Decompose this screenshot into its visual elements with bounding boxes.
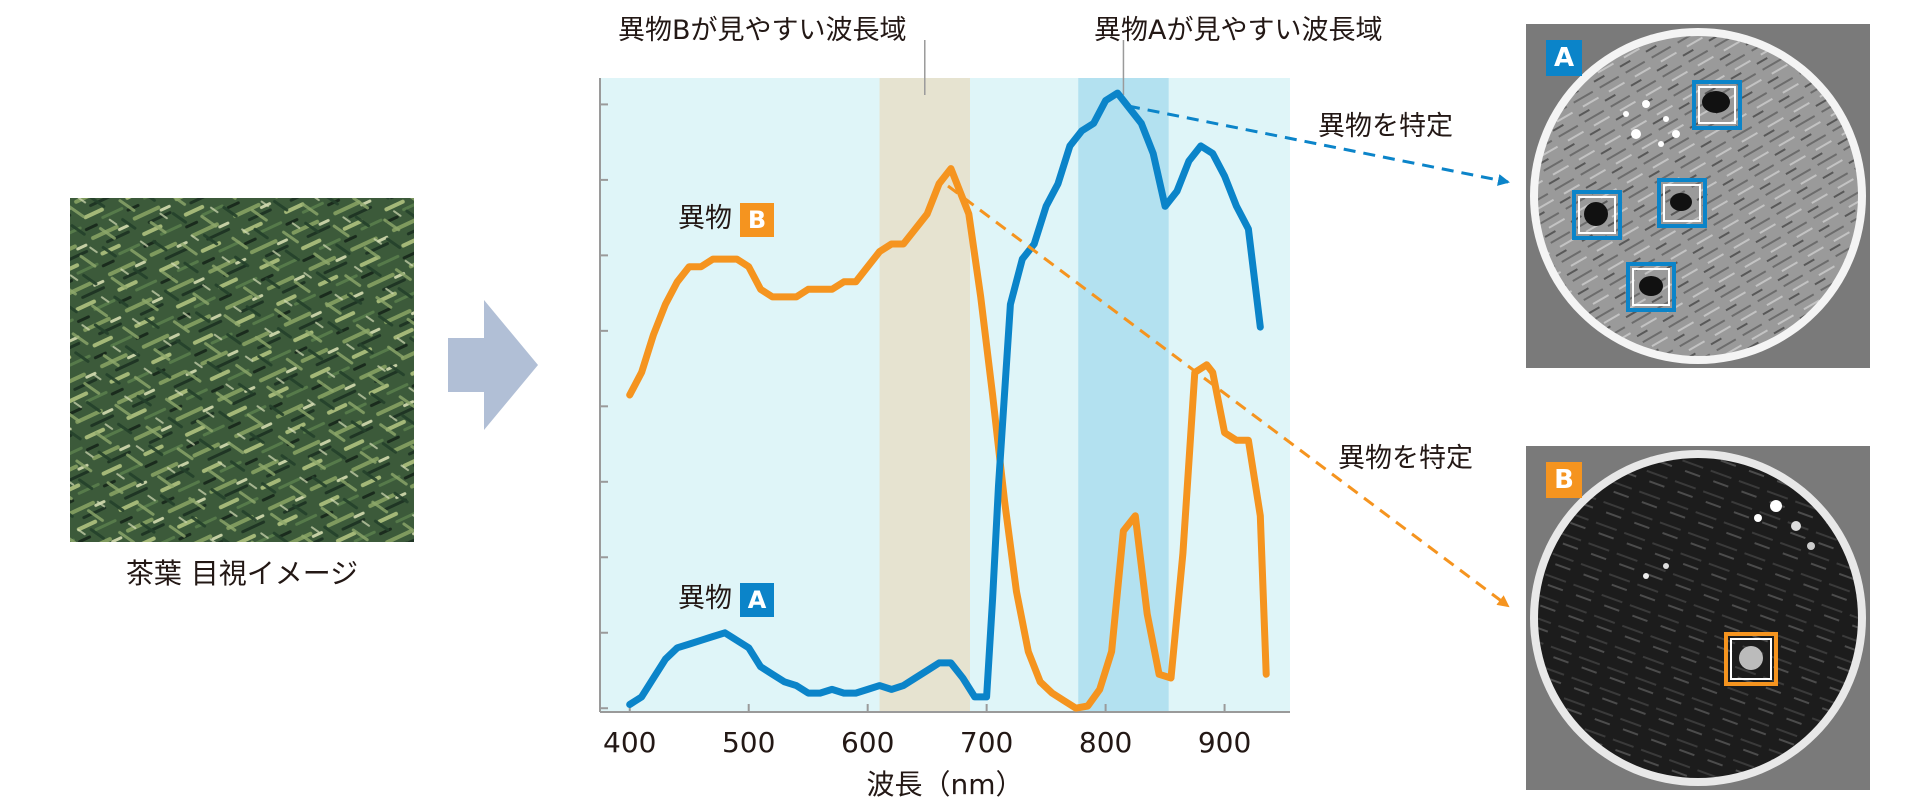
series-line-a — [626, 89, 1264, 708]
x-tick-label: 600 — [841, 726, 894, 759]
result-b-badge: B — [1546, 462, 1582, 498]
series-a-label: 異物 A — [678, 576, 774, 617]
band-a — [1078, 78, 1169, 712]
series-line-b — [626, 165, 1270, 712]
identify-a-label: 異物を特定 — [1318, 111, 1453, 142]
tea-leaf-photo — [70, 198, 414, 542]
spectrum-chart: 400 500 600 700 800 900 波長（nm） — [599, 40, 1290, 800]
x-tick-label: 500 — [722, 726, 775, 759]
photo-caption: 茶葉 目視イメージ — [125, 557, 359, 590]
tea-leaf-texture — [70, 198, 414, 542]
connector-b — [947, 184, 1510, 608]
band-a-label: 異物Aが見やすい波長域 — [1094, 15, 1383, 46]
connector-a — [1127, 104, 1510, 186]
result-a-badge: A — [1546, 40, 1582, 76]
x-tick-label: 700 — [960, 726, 1013, 759]
series-a-text: 異物 — [678, 583, 732, 614]
x-tick-label: 800 — [1079, 726, 1132, 759]
series-b-text: 異物 — [678, 203, 732, 234]
x-tick-label: 400 — [603, 726, 656, 759]
series-b-label: 異物 B — [678, 196, 774, 237]
band-b-label: 異物Bが見やすい波長域 — [618, 15, 907, 46]
right-arrow-icon — [448, 300, 538, 434]
x-tick-label: 900 — [1198, 726, 1251, 759]
x-axis-label: 波長（nm） — [866, 768, 1023, 800]
result-image-b: B — [1526, 446, 1870, 790]
result-image-a: A — [1526, 24, 1870, 368]
identify-b-label: 異物を特定 — [1338, 443, 1473, 474]
series-a-badge: A — [740, 582, 774, 617]
series-b-badge: B — [740, 202, 774, 237]
